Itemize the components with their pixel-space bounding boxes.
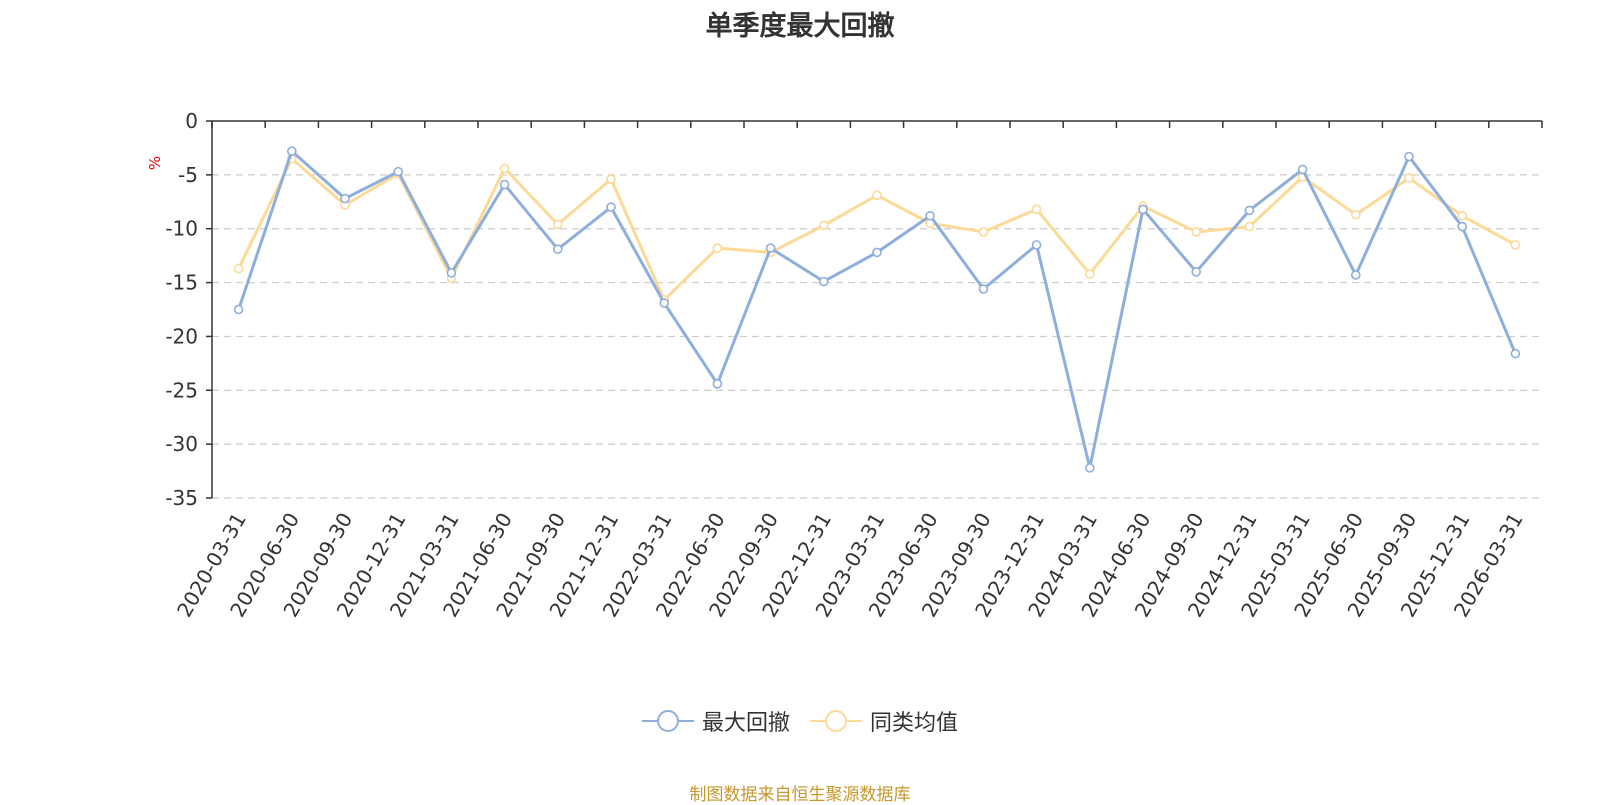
data-point-1 xyxy=(1457,210,1467,221)
data-point-0 xyxy=(1297,164,1308,175)
y-tick-label: -15 xyxy=(165,271,198,295)
data-point-1 xyxy=(1351,209,1361,220)
data-point-1 xyxy=(1244,221,1255,232)
data-point-1 xyxy=(1085,269,1095,279)
data-point-1 xyxy=(606,174,616,184)
y-tick-label: -25 xyxy=(165,378,198,402)
data-point-0 xyxy=(872,247,882,258)
series-lines xyxy=(233,146,1521,473)
data-point-0 xyxy=(1191,266,1201,277)
data-point-0 xyxy=(925,210,936,221)
data-point-0 xyxy=(712,379,723,389)
data-point-0 xyxy=(446,268,457,278)
data-point-0 xyxy=(1031,240,1042,250)
data-point-1 xyxy=(818,220,829,231)
legend-label-max-drawdown: 最大回撤 xyxy=(701,711,790,736)
legend-item-peer-average[interactable]: 同类均值 xyxy=(810,705,958,737)
data-point-0 xyxy=(1138,204,1148,215)
data-point-0 xyxy=(1351,270,1361,280)
axes xyxy=(206,120,1543,499)
data-point-0 xyxy=(286,146,297,156)
y-axis-unit-label: % xyxy=(146,156,164,170)
grid-lines xyxy=(212,174,1542,499)
data-point-0 xyxy=(659,298,670,308)
data-point-1 xyxy=(233,263,244,274)
data-point-1 xyxy=(1031,204,1042,215)
legend: 最大回撤 同类均值 xyxy=(0,705,1600,737)
chart-title: 单季度最大回撤 xyxy=(705,11,895,42)
y-tick-label: 0 xyxy=(185,109,198,133)
data-point-0 xyxy=(606,202,616,212)
data-point-0 xyxy=(818,276,829,287)
y-tick-label: -5 xyxy=(178,163,198,187)
data-point-0 xyxy=(1457,221,1467,232)
legend-item-max-drawdown[interactable]: 最大回撤 xyxy=(641,705,790,737)
data-point-1 xyxy=(872,190,882,201)
data-point-0 xyxy=(340,193,350,204)
data-point-1 xyxy=(552,219,563,230)
legend-label-peer-average: 同类均值 xyxy=(870,711,959,736)
y-tick-label: -10 xyxy=(165,217,198,241)
tick-labels: 0-5-10-15-20-25-30-352020-03-312020-06-3… xyxy=(146,109,1528,621)
data-point-0 xyxy=(765,243,776,253)
legend-marker-peer-average xyxy=(810,710,862,732)
data-point-1 xyxy=(978,227,989,237)
data-source-note: 制图数据来自恒生聚源数据库 xyxy=(689,785,911,805)
y-tick-label: -30 xyxy=(165,432,198,456)
y-tick-label: -20 xyxy=(165,324,198,348)
data-point-0 xyxy=(233,304,244,315)
data-point-1 xyxy=(499,163,510,174)
data-point-1 xyxy=(1510,240,1521,250)
data-point-0 xyxy=(978,284,989,294)
data-point-1 xyxy=(1191,227,1201,237)
data-point-0 xyxy=(393,166,404,177)
data-point-0 xyxy=(552,244,563,254)
data-point-0 xyxy=(1510,348,1521,359)
data-point-1 xyxy=(1404,173,1414,183)
data-point-0 xyxy=(1085,463,1095,473)
data-point-0 xyxy=(499,179,510,190)
data-point-0 xyxy=(1244,205,1255,216)
y-tick-label: -35 xyxy=(165,486,198,510)
data-point-0 xyxy=(1404,151,1414,162)
legend-marker-max-drawdown xyxy=(641,710,694,732)
data-point-1 xyxy=(712,243,723,253)
